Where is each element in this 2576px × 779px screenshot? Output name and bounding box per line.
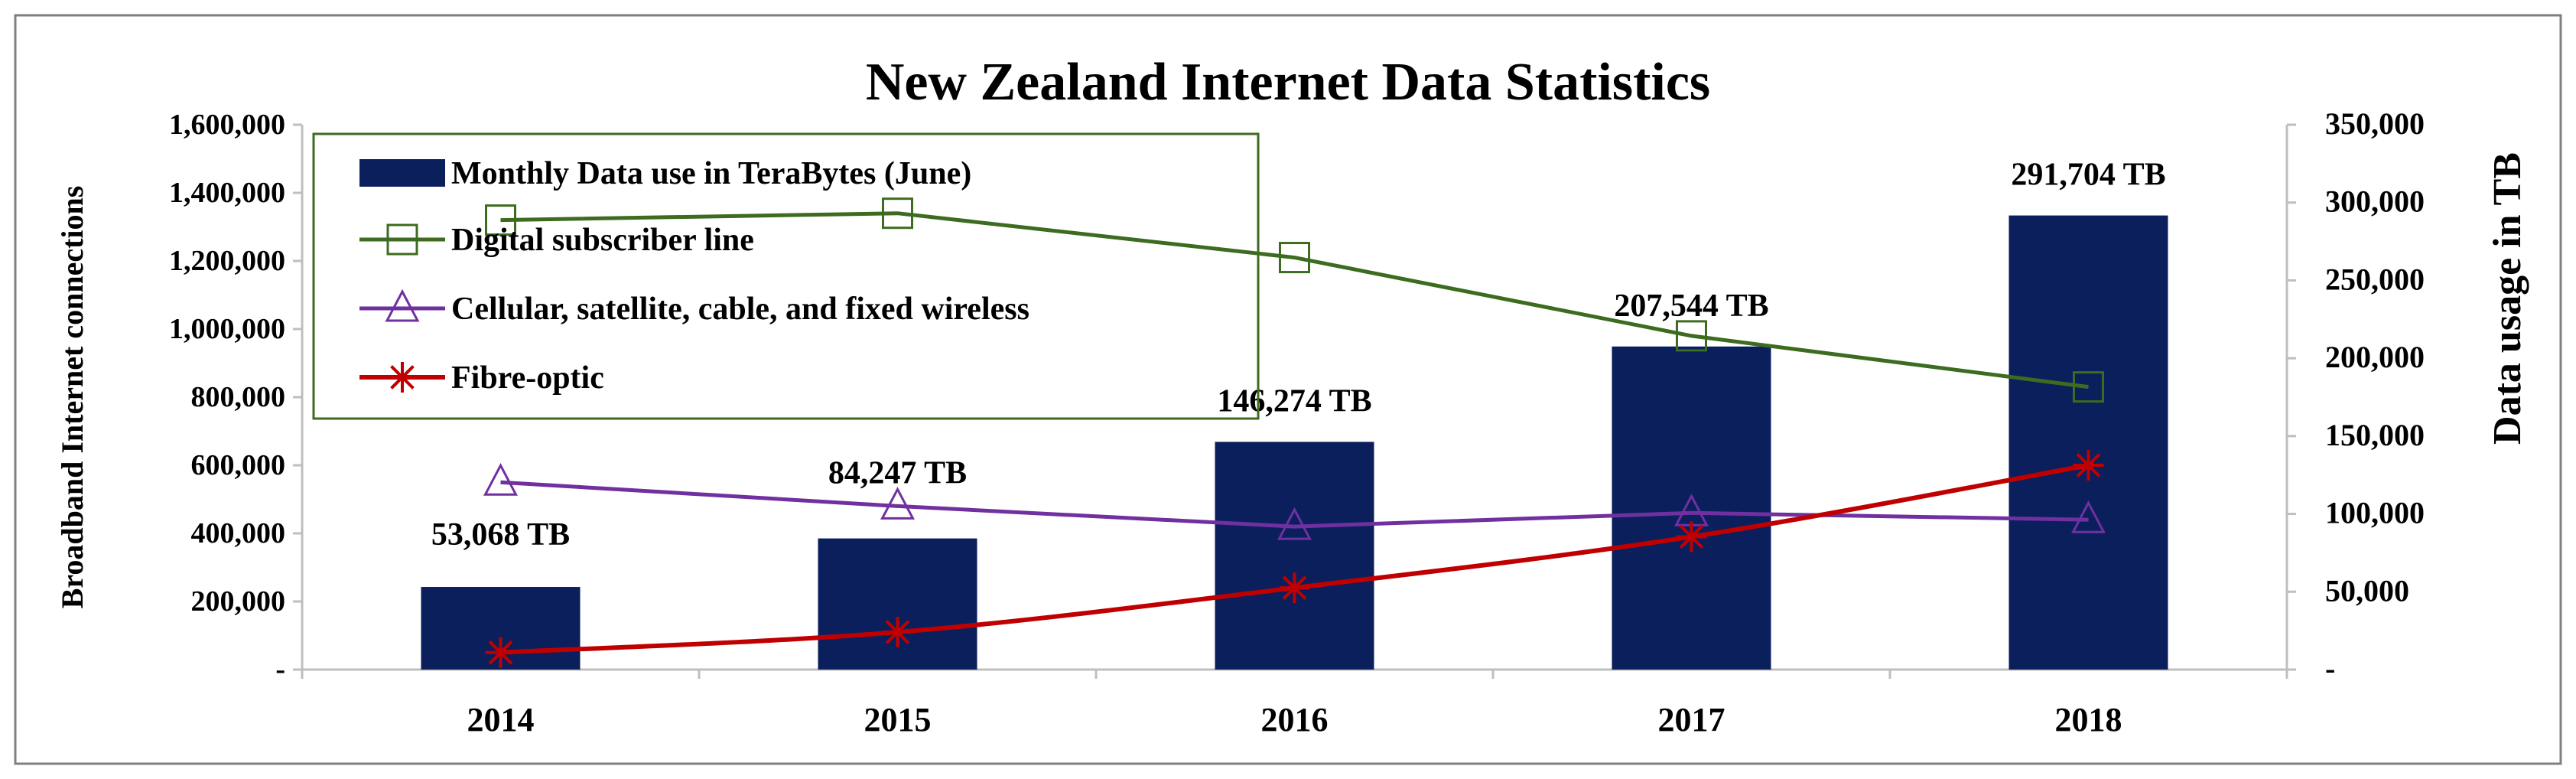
x-tick-label: 2015 [864, 701, 932, 738]
y2-axis-label: Data usage in TB [2486, 152, 2529, 445]
y2-tick-label: 300,000 [2325, 184, 2425, 219]
square-marker [1676, 320, 1707, 352]
y2-tick-label: 200,000 [2325, 340, 2425, 374]
y2-tick-label: 100,000 [2325, 496, 2425, 530]
star-stroke [1679, 524, 1704, 549]
y-axis-label: Broadband Internet connections [55, 186, 89, 609]
y-tick-label: 200,000 [191, 585, 286, 618]
legend-entry-label: Monthly Data use in TeraBytes (June) [451, 156, 971, 191]
x-tick-label: 2018 [2055, 701, 2122, 738]
x-tick-label: 2017 [1658, 701, 1725, 738]
triangle-marker [385, 288, 420, 322]
square-marker [882, 197, 913, 230]
legend-entry-label: Fibre-optic [451, 360, 604, 396]
y-tick-label: 1,400,000 [169, 177, 285, 209]
y-tick-label: 1,600,000 [169, 109, 285, 141]
star-stroke [885, 620, 910, 644]
bar [818, 538, 977, 670]
star-marker [387, 362, 418, 393]
y-tick-label: 600,000 [191, 449, 286, 481]
star-stroke [390, 365, 415, 390]
star-stroke [488, 640, 513, 665]
star-marker [882, 617, 913, 648]
square-marker [1279, 242, 1310, 274]
legend-entry-label: Digital subscriber line [451, 223, 754, 258]
star-stroke [1282, 575, 1307, 601]
triangle-marker [2071, 500, 2106, 533]
square-marker [386, 223, 418, 256]
y-tick-label: - [275, 654, 285, 686]
y2-tick-label: 350,000 [2325, 106, 2425, 141]
series-line [500, 211, 2089, 390]
y-tick-label: 1,200,000 [169, 245, 285, 277]
square-marker [2073, 371, 2104, 403]
star-marker [2073, 450, 2104, 481]
bar-data-label: 84,247 TB [828, 456, 967, 491]
x-tick-label: 2016 [1261, 701, 1329, 738]
bar [2008, 215, 2168, 670]
y-tick-label: 400,000 [191, 517, 286, 549]
legend-swatch-bar [359, 159, 445, 187]
y2-tick-label: - [2325, 651, 2335, 686]
legend-entry-label: Cellular, satellite, cable, and fixed wi… [451, 292, 1029, 327]
bar-data-label: 53,068 TB [431, 517, 570, 552]
star-marker [1676, 521, 1707, 552]
bar-data-label: 207,544 TB [1614, 288, 1768, 324]
bar-data-label: 146,274 TB [1217, 383, 1371, 419]
chart-border [14, 14, 2562, 765]
triangle-marker [483, 463, 518, 496]
square-marker [485, 204, 516, 236]
y2-tick-label: 50,000 [2325, 573, 2409, 608]
star-marker [485, 637, 516, 668]
star-stroke [2076, 453, 2101, 478]
bar [1215, 442, 1374, 670]
y2-tick-label: 250,000 [2325, 262, 2425, 296]
triangle-marker [1277, 507, 1312, 540]
bar [1612, 346, 1771, 670]
y-tick-label: 1,000,000 [169, 313, 285, 345]
y2-tick-label: 150,000 [2325, 418, 2425, 452]
star-marker [1279, 572, 1310, 604]
x-tick-label: 2014 [467, 701, 535, 738]
legend-box [312, 132, 1260, 420]
triangle-marker [880, 487, 915, 520]
chart-title: New Zealand Internet Data Statistics [866, 53, 1710, 112]
y-tick-label: 800,000 [191, 381, 286, 413]
bar-data-label: 291,704 TB [2011, 158, 2165, 193]
